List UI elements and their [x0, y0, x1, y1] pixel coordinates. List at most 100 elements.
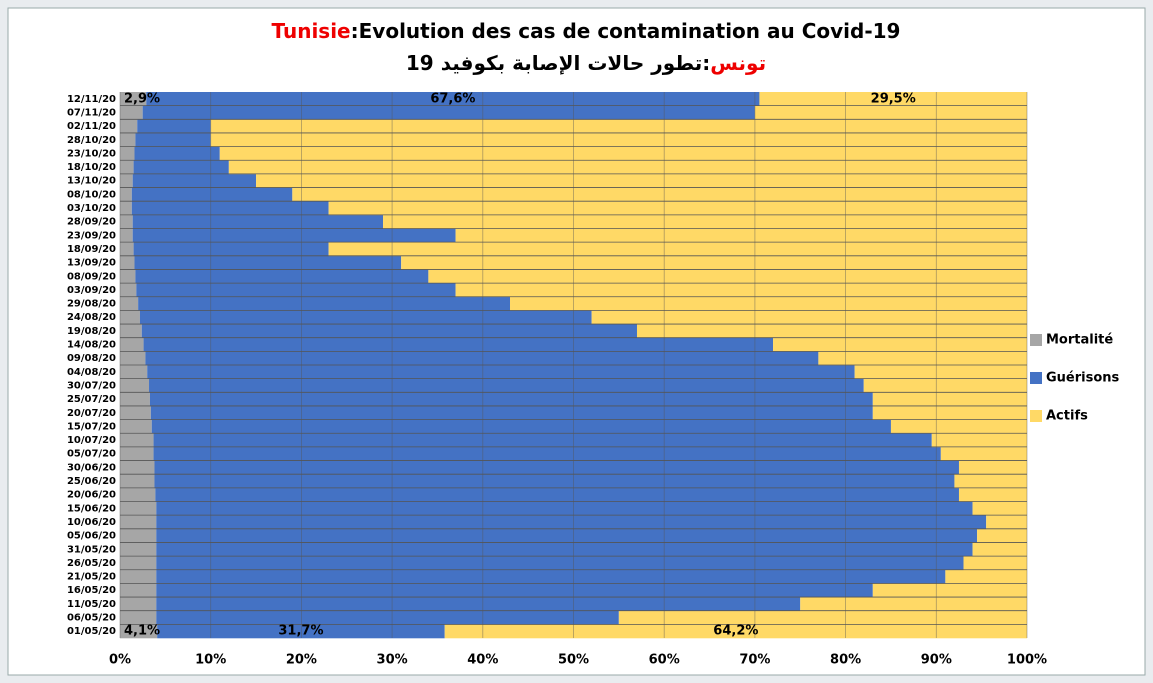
bar-segment: [120, 624, 158, 639]
bar-segment: [156, 515, 987, 530]
bar-segment: [149, 378, 864, 393]
bar-segment: [133, 160, 229, 175]
y-tick-label: 30/06/20: [67, 462, 116, 473]
bar-segment: [157, 624, 445, 639]
y-tick-label: 04/08/20: [67, 367, 116, 378]
bar-segment: [510, 296, 1027, 311]
bar-segment: [591, 310, 1027, 325]
bar-segment: [141, 324, 637, 338]
bar-segment: [139, 310, 592, 325]
bar-segment: [156, 542, 973, 557]
y-tick-label: 21/05/20: [67, 572, 116, 583]
y-tick-label: 18/10/20: [67, 162, 116, 173]
data-label: 2,9%: [124, 91, 160, 106]
bar-segment: [156, 528, 978, 543]
bar-segment: [135, 132, 211, 147]
bar-segment: [120, 365, 148, 379]
bar-segment: [120, 255, 135, 270]
bar-segment: [383, 214, 1027, 229]
legend-swatch: [1030, 334, 1042, 346]
y-tick-label: 08/09/20: [67, 271, 116, 282]
legend-label: Mortalité: [1046, 333, 1113, 348]
y-tick-label: 13/09/20: [67, 258, 116, 269]
bar-segment: [120, 351, 146, 366]
bar-segment: [132, 173, 257, 188]
bar-segment: [131, 201, 329, 216]
y-tick-label: 24/08/20: [67, 312, 116, 323]
bar-segment: [138, 296, 511, 311]
bar-segment: [156, 597, 801, 611]
y-tick-label: 05/07/20: [67, 449, 116, 460]
bar-segment: [151, 419, 891, 434]
y-tick-label: 19/08/20: [67, 326, 116, 337]
bar-segment: [455, 228, 1028, 243]
y-tick-label: 25/06/20: [67, 476, 116, 487]
y-tick-label: 28/09/20: [67, 217, 116, 228]
bar-segment: [120, 132, 136, 147]
y-tick-label: 03/09/20: [67, 285, 116, 296]
x-tick-label: 100%: [1007, 653, 1047, 668]
bar-segment: [228, 160, 1028, 175]
bar-segment: [872, 405, 1027, 420]
bar-segment: [863, 378, 1027, 393]
bar-segment: [120, 214, 133, 229]
title-text: :Evolution des cas de contamination au C…: [351, 19, 901, 43]
legend-label: Actifs: [1046, 409, 1088, 424]
y-tick-label: 06/05/20: [67, 613, 116, 624]
x-tick-label: 60%: [649, 653, 680, 668]
bar-segment: [945, 569, 1027, 584]
y-tick-label: 09/08/20: [67, 353, 116, 364]
bar-segment: [120, 187, 132, 202]
bar-segment: [120, 242, 134, 257]
x-tick-label: 30%: [377, 653, 408, 668]
y-tick-label: 18/09/20: [67, 244, 116, 255]
bar-segment: [120, 460, 155, 475]
bar-segment: [147, 365, 855, 379]
bar-segment: [120, 269, 136, 284]
legend-swatch: [1030, 410, 1042, 422]
title-highlight: Tunisie: [272, 19, 351, 43]
bar-segment: [155, 487, 959, 502]
bar-segment: [142, 105, 755, 120]
bar-segment: [618, 610, 1027, 625]
y-tick-label: 26/05/20: [67, 558, 116, 569]
bar-segment: [986, 515, 1027, 530]
bar-segment: [120, 501, 157, 516]
x-tick-label: 70%: [739, 653, 770, 668]
chart-title: Tunisie:Evolution des cas de contaminati…: [272, 19, 901, 43]
bar-segment: [428, 269, 1027, 284]
subtitle-text: :تطور حالات الإصابة بكوفيد 19: [406, 51, 710, 75]
data-label: 29,5%: [871, 91, 916, 106]
bar-segment: [120, 378, 150, 393]
bar-segment: [754, 105, 1027, 120]
y-tick-label: 20/06/20: [67, 490, 116, 501]
x-tick-label: 40%: [467, 653, 498, 668]
bar-segment: [132, 228, 456, 243]
bar-segment: [120, 433, 154, 448]
bar-segment: [120, 105, 143, 120]
bar-segment: [120, 337, 144, 352]
bar-segment: [120, 515, 157, 530]
bar-segment: [120, 296, 139, 311]
data-label: 64,2%: [713, 624, 758, 639]
bar-segment: [872, 392, 1027, 407]
bar-segment: [137, 119, 211, 134]
bar-segment: [120, 119, 138, 134]
y-tick-label: 25/07/20: [67, 394, 116, 405]
bar-segment: [120, 228, 133, 243]
bar-segment: [156, 501, 973, 516]
legend-swatch: [1030, 372, 1042, 384]
bar-segment: [131, 187, 293, 202]
x-tick-label: 10%: [195, 653, 226, 668]
y-tick-label: 03/10/20: [67, 203, 116, 214]
bar-segment: [156, 610, 619, 625]
bar-segment: [120, 528, 157, 543]
bar-segment: [120, 542, 157, 557]
data-label: 4,1%: [124, 624, 160, 639]
y-tick-label: 16/05/20: [67, 585, 116, 596]
x-tick-label: 50%: [558, 653, 589, 668]
y-tick-label: 14/08/20: [67, 340, 116, 351]
bar-segment: [972, 501, 1027, 516]
bar-segment: [143, 337, 774, 352]
